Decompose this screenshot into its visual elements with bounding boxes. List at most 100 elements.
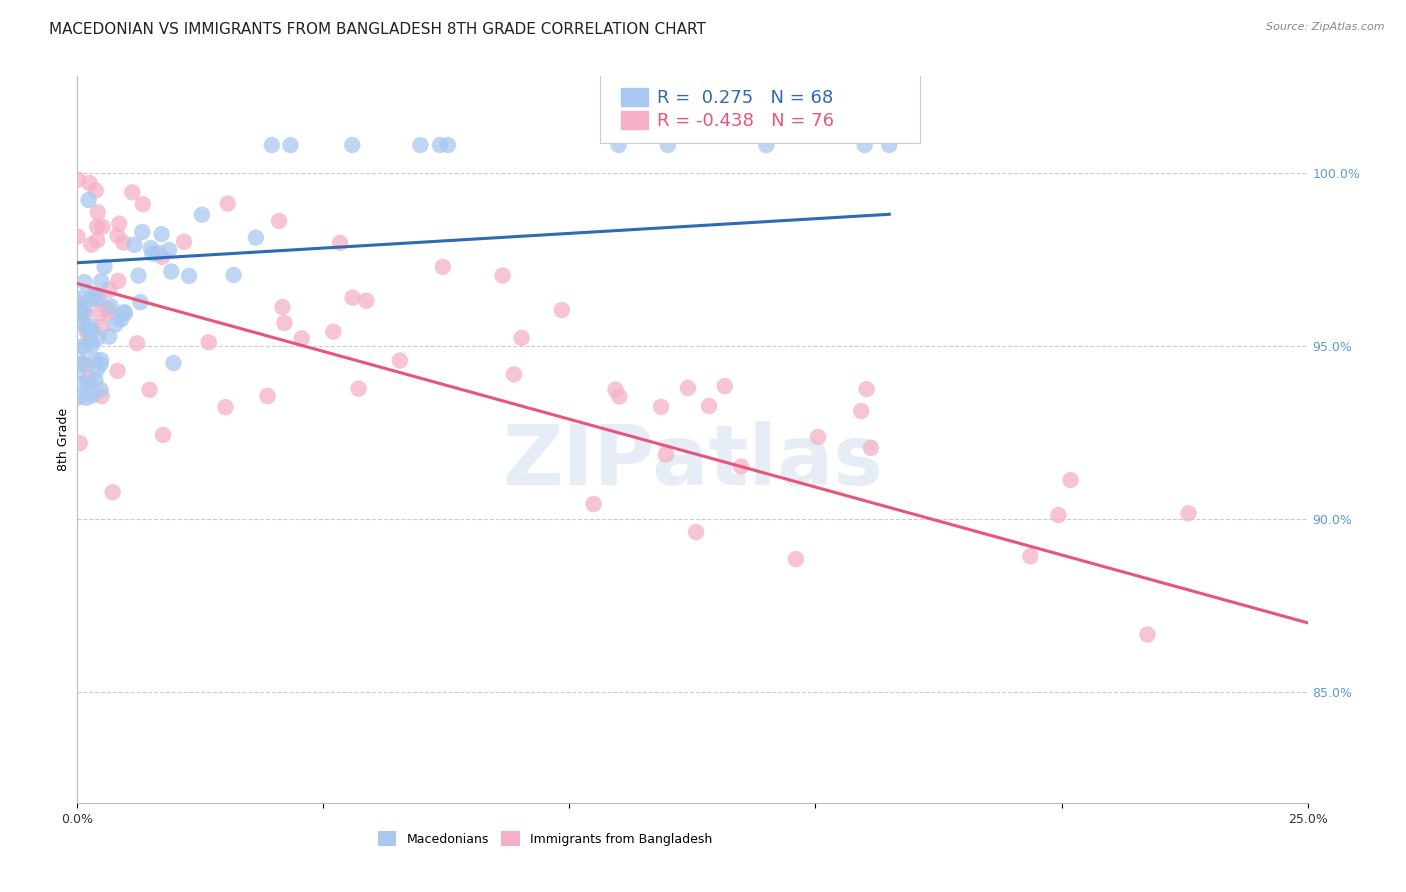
Point: [197, 335, 219, 350]
Point: [67, 172, 90, 186]
Point: [502, 368, 524, 382]
Point: [90, 383, 112, 397]
Point: [148, 246, 170, 260]
Point: [150, 227, 173, 241]
Point: [491, 268, 513, 283]
Point: [676, 381, 699, 395]
Point: [1059, 473, 1081, 487]
Point: [1019, 549, 1042, 564]
Point: [97, 306, 120, 320]
Point: [73, 302, 96, 317]
Point: [97, 302, 120, 317]
Point: [121, 186, 143, 200]
Point: [90, 320, 112, 334]
Point: [409, 138, 432, 153]
Text: R =  0.275   N = 68: R = 0.275 N = 68: [657, 89, 832, 107]
Point: [77, 376, 100, 391]
FancyBboxPatch shape: [600, 74, 920, 143]
Point: [217, 196, 239, 211]
Point: [90, 274, 112, 288]
Point: [90, 357, 112, 371]
Point: [1136, 627, 1159, 641]
Point: [87, 291, 110, 305]
Point: [191, 208, 214, 222]
Point: [162, 356, 184, 370]
Point: [855, 382, 877, 396]
Point: [1177, 506, 1199, 520]
Point: [755, 138, 778, 153]
Point: [86, 205, 108, 219]
Point: [101, 485, 124, 500]
Point: [82, 289, 104, 303]
Point: [72, 356, 94, 370]
Y-axis label: 8th Grade: 8th Grade: [58, 408, 70, 471]
Point: [267, 214, 290, 228]
Point: [388, 353, 411, 368]
Point: [89, 306, 111, 320]
Point: [107, 364, 129, 378]
Point: [112, 305, 135, 319]
Point: [76, 358, 98, 372]
Point: [70, 377, 93, 392]
Point: [222, 268, 245, 282]
Text: MACEDONIAN VS IMMIGRANTS FROM BANGLADESH 8TH GRADE CORRELATION CHART: MACEDONIAN VS IMMIGRANTS FROM BANGLADESH…: [49, 22, 706, 37]
Point: [342, 291, 364, 305]
Point: [129, 295, 152, 310]
Point: [785, 552, 807, 566]
Legend: Macedonians, Immigrants from Bangladesh: Macedonians, Immigrants from Bangladesh: [373, 826, 717, 851]
Point: [79, 318, 101, 333]
Point: [131, 225, 153, 239]
Point: [67, 296, 90, 310]
Point: [70, 291, 93, 305]
Point: [714, 379, 737, 393]
Point: [80, 324, 103, 338]
Text: Source: ZipAtlas.com: Source: ZipAtlas.com: [1267, 22, 1385, 32]
Point: [79, 334, 101, 348]
Point: [685, 525, 707, 540]
Point: [90, 353, 112, 368]
Point: [132, 197, 155, 211]
Point: [152, 428, 174, 442]
Point: [80, 388, 103, 402]
Point: [66, 391, 89, 405]
Point: [605, 383, 627, 397]
Point: [177, 268, 200, 283]
Point: [879, 138, 901, 153]
Point: [82, 292, 104, 306]
Point: [70, 303, 93, 318]
Point: [138, 383, 160, 397]
Point: [98, 283, 121, 297]
Point: [730, 459, 752, 474]
Point: [859, 441, 882, 455]
Point: [347, 382, 370, 396]
Point: [432, 260, 454, 274]
Point: [114, 306, 136, 320]
Point: [173, 235, 195, 249]
Point: [112, 235, 135, 250]
Point: [73, 307, 96, 321]
Point: [322, 325, 344, 339]
Point: [70, 356, 93, 370]
Point: [66, 229, 89, 244]
Point: [93, 260, 115, 274]
Point: [86, 233, 108, 247]
Point: [551, 303, 574, 318]
Point: [273, 316, 295, 330]
Point: [127, 336, 149, 351]
Point: [437, 138, 460, 153]
Point: [83, 352, 105, 367]
Point: [582, 497, 605, 511]
Point: [607, 390, 630, 404]
Point: [82, 338, 104, 352]
Point: [84, 373, 107, 387]
Point: [91, 219, 114, 234]
Point: [245, 230, 267, 244]
FancyBboxPatch shape: [621, 112, 648, 128]
Point: [67, 365, 90, 379]
Point: [84, 184, 107, 198]
Point: [77, 193, 100, 207]
Point: [291, 331, 314, 345]
Point: [76, 391, 98, 405]
Point: [86, 363, 108, 377]
Point: [607, 138, 630, 153]
